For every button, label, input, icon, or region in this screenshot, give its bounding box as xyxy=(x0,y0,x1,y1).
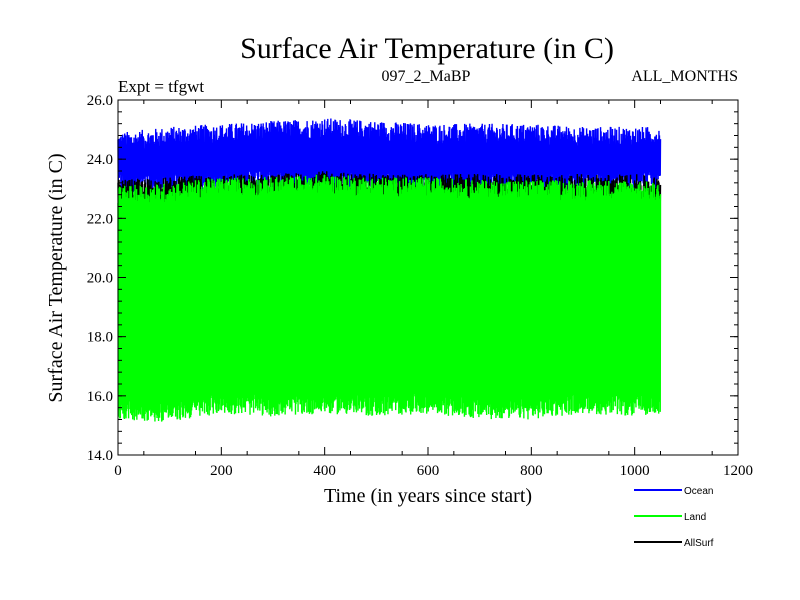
y-tick-label: 20.0 xyxy=(87,271,113,287)
x-tick-label: 200 xyxy=(210,463,233,479)
y-axis-label: Surface Air Temperature (in C) xyxy=(45,153,67,402)
chart-title: Surface Air Temperature (in C) xyxy=(240,32,614,65)
legend-label-ocean: Ocean xyxy=(684,486,713,497)
x-tick-label: 800 xyxy=(520,463,543,479)
x-axis-label: Time (in years since start) xyxy=(324,485,532,507)
x-tick-label: 1000 xyxy=(620,463,650,479)
y-tick-label: 24.0 xyxy=(87,152,113,168)
run-label: 097_2_MaBP xyxy=(382,68,471,85)
experiment-label: Expt = tfgwt xyxy=(118,77,204,96)
y-tick-label: 18.0 xyxy=(87,330,113,346)
x-tick-label: 1200 xyxy=(723,463,753,479)
legend: Ocean Land AllSurf xyxy=(634,486,714,549)
x-tick-label: 400 xyxy=(313,463,336,479)
y-tick-label: 26.0 xyxy=(87,93,113,109)
data-layer xyxy=(117,118,662,422)
y-tick-label: 16.0 xyxy=(87,389,113,405)
legend-label-allsurf: AllSurf xyxy=(684,538,714,549)
months-label: ALL_MONTHS xyxy=(631,68,738,85)
legend-label-land: Land xyxy=(684,512,706,523)
axis-ticks: 0 200 400 600 800 1000 1200 14.0 16.0 18.0 20.0 22.… xyxy=(87,93,753,479)
x-tick-label: 600 xyxy=(417,463,440,479)
series-line-ocean xyxy=(117,118,662,194)
x-tick-label: 0 xyxy=(114,463,122,479)
y-tick-label: 14.0 xyxy=(87,448,113,464)
series-line-land xyxy=(117,174,662,422)
y-tick-label: 22.0 xyxy=(87,211,113,227)
